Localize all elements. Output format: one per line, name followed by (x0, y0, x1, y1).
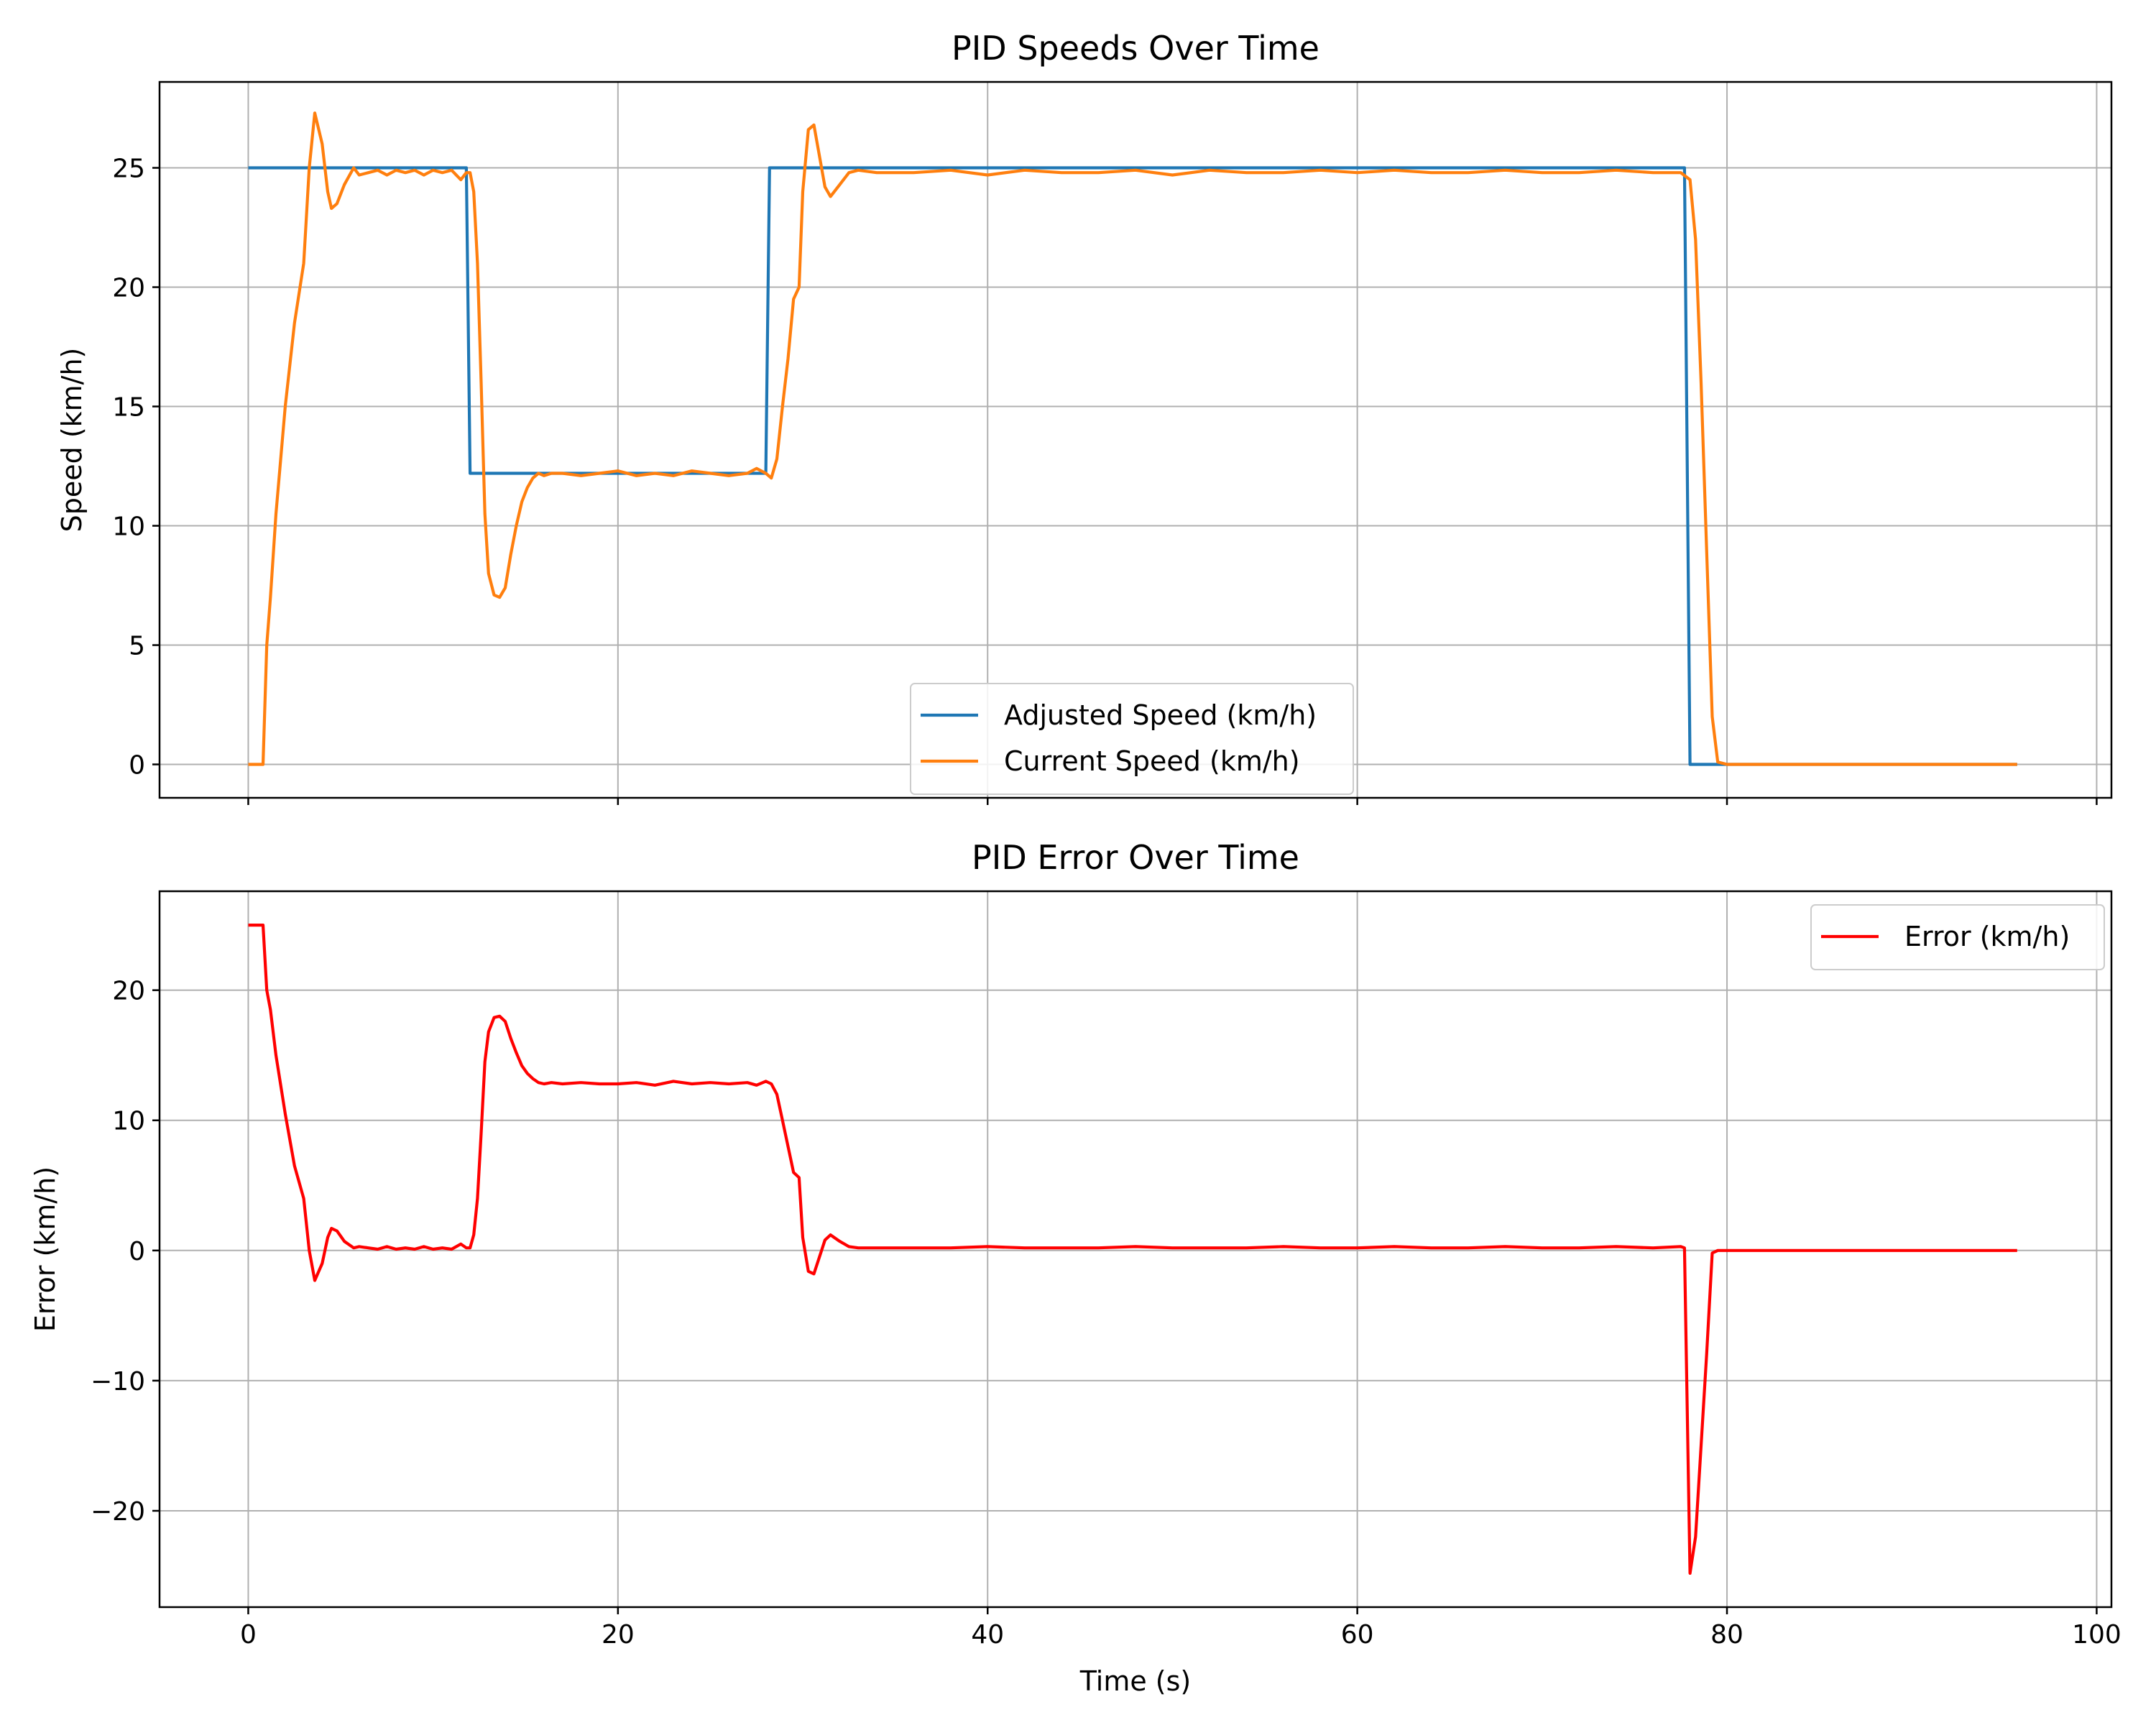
error-chart-x-ticks: 0 20 40 60 80 100 (240, 1607, 2122, 1650)
speed-chart-frame (158, 80, 2113, 799)
speed-chart-title: PID Speeds Over Time (952, 29, 1319, 68)
speed-chart-ytick-label: 0 (129, 751, 145, 781)
error-chart-y-ticks: −20 −10 0 10 20 (91, 977, 160, 1527)
error-chart-series-line-0 (248, 923, 2017, 1575)
error-chart-lines (248, 923, 2017, 1575)
error-chart-xtick-label: 60 (1341, 1620, 1374, 1650)
speed-chart-x-ticks (247, 798, 2098, 805)
speed-chart-ytick-label: 10 (112, 512, 145, 542)
speed-chart-series-line-1 (248, 111, 2017, 766)
speed-chart-y-ticks: 0 5 10 15 20 25 (112, 155, 160, 781)
error-chart-ytick-label: 10 (112, 1107, 145, 1136)
error-chart-xtick-label: 100 (2072, 1620, 2122, 1650)
error-chart-xlabel: Time (s) (1079, 1665, 1192, 1697)
error-chart-ytick-label: −20 (91, 1497, 145, 1527)
error-chart-panel: PID Error Over Time −20 −10 0 10 20 0 20 40 60 8… (29, 838, 2122, 1697)
error-chart-xtick-label: 80 (1710, 1620, 1743, 1650)
speed-chart-legend-label: Adjusted Speed (km/h) (1004, 699, 1317, 731)
speed-chart-series-line-0 (248, 166, 2017, 766)
speed-chart-panel: PID Speeds Over Time 0 5 10 15 20 25 Speed (k… (56, 29, 2113, 805)
error-chart-ylabel: Error (km/h) (29, 1167, 61, 1332)
speed-chart-legend-label: Current Speed (km/h) (1004, 745, 1300, 777)
speed-chart-ylabel: Speed (km/h) (56, 348, 88, 533)
speed-chart-ytick-label: 20 (112, 274, 145, 303)
error-chart-ytick-label: 20 (112, 977, 145, 1006)
error-chart-xtick-label: 0 (240, 1620, 257, 1650)
speed-chart-legend: Adjusted Speed (km/h) Current Speed (km/h… (910, 683, 1354, 795)
error-chart-xtick-label: 20 (602, 1620, 635, 1650)
error-chart-legend-label: Error (km/h) (1904, 921, 2070, 952)
speed-chart-lines (248, 111, 2017, 766)
speed-chart-ytick-label: 25 (112, 155, 145, 184)
error-chart-ytick-label: −10 (91, 1367, 145, 1397)
error-chart-legend: Error (km/h) (1810, 904, 2105, 970)
error-chart-xtick-label: 40 (971, 1620, 1004, 1650)
speed-chart-ytick-label: 5 (129, 632, 145, 661)
error-chart-ytick-label: 0 (129, 1237, 145, 1266)
error-chart-title: PID Error Over Time (972, 838, 1299, 877)
speed-chart-legend-box (910, 683, 1354, 795)
error-chart-legend-box (1810, 904, 2105, 970)
speed-chart-ytick-label: 15 (112, 393, 145, 423)
error-chart-frame (158, 890, 2113, 1609)
